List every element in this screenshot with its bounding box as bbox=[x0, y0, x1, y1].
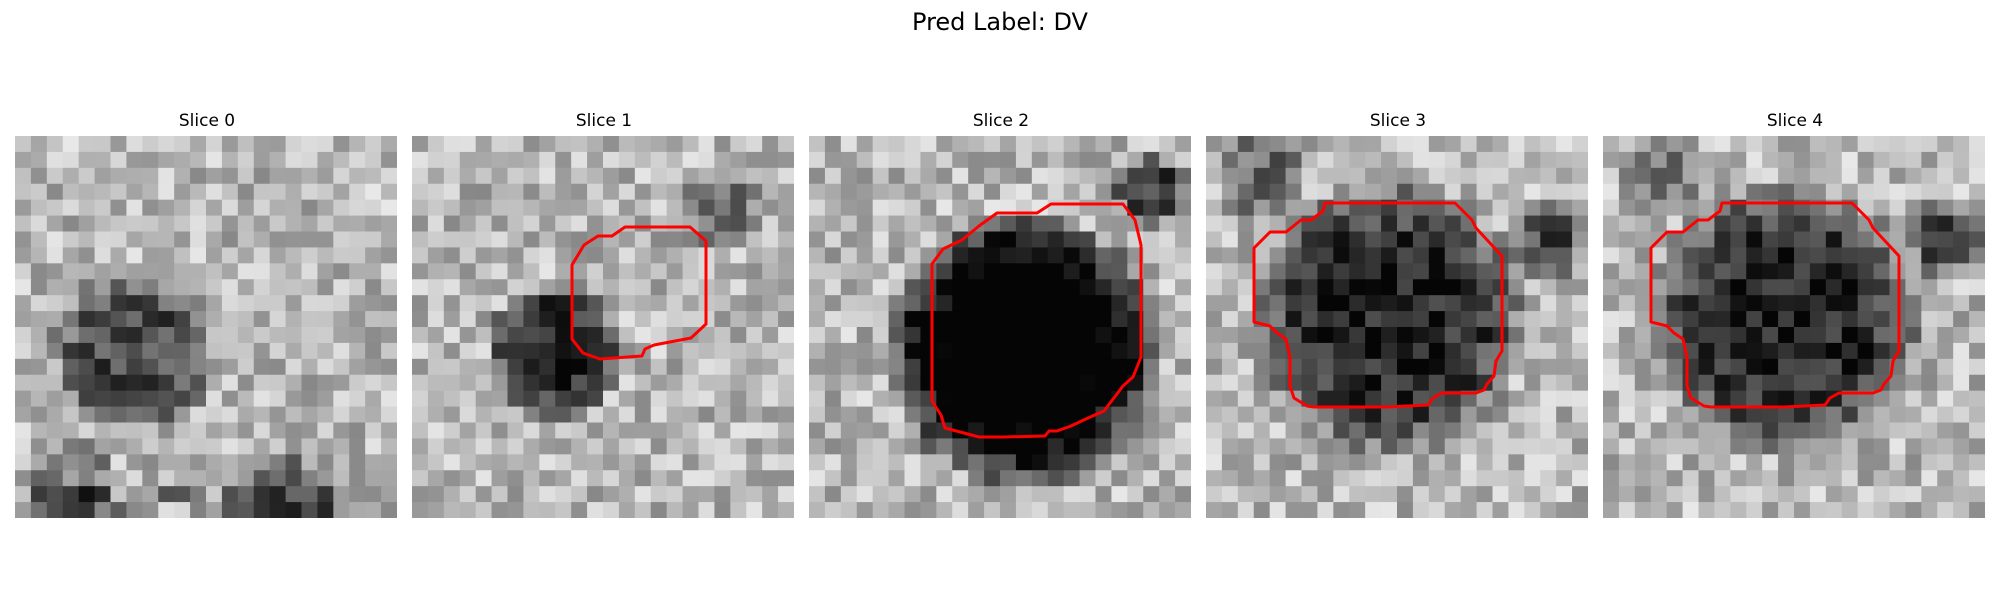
slice-image bbox=[809, 136, 1191, 518]
slice-image bbox=[15, 136, 397, 518]
slice-panel-3: Slice 3 bbox=[1206, 108, 1590, 518]
segmentation-contour bbox=[1649, 201, 1901, 409]
slice-panel-1: Slice 1 bbox=[412, 108, 796, 518]
slice-panel-2: Slice 2 bbox=[809, 108, 1193, 518]
slice-title: Slice 2 bbox=[972, 111, 1030, 131]
segmentation-contour bbox=[570, 225, 708, 361]
slice-title: Slice 0 bbox=[178, 111, 236, 131]
slice-image bbox=[1206, 136, 1588, 518]
segmentation-contour bbox=[1252, 201, 1504, 409]
slice-panel-0: Slice 0 bbox=[15, 108, 399, 518]
slice-title: Slice 4 bbox=[1766, 111, 1824, 131]
slice-title: Slice 1 bbox=[575, 111, 633, 131]
figure-title: Pred Label: DV bbox=[912, 8, 1088, 36]
segmentation-contour bbox=[930, 202, 1143, 439]
slice-panel-4: Slice 4 bbox=[1603, 108, 1987, 518]
slice-image bbox=[412, 136, 794, 518]
slice-image bbox=[1603, 136, 1985, 518]
slice-title: Slice 3 bbox=[1369, 111, 1427, 131]
